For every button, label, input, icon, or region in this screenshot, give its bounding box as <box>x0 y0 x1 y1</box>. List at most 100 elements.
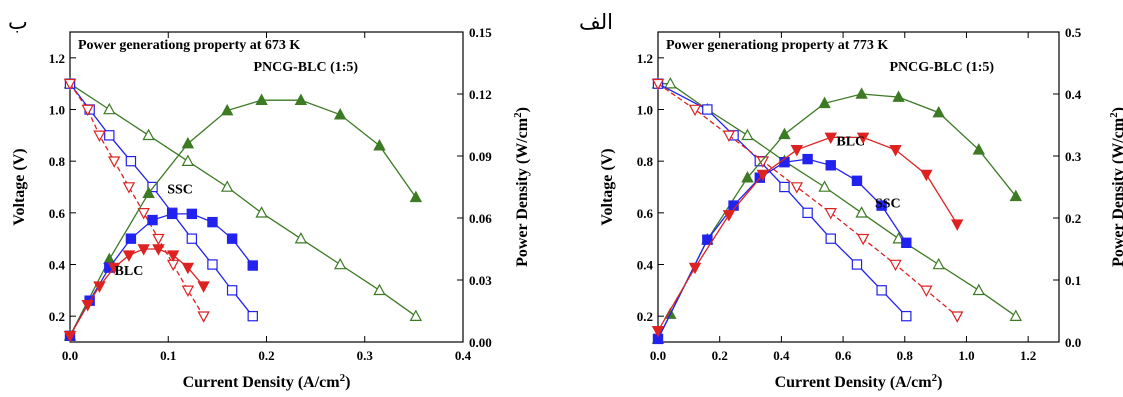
series-line <box>69 83 254 317</box>
y-right-axis-label: Power Density (W/cm2) <box>512 107 531 267</box>
series-line <box>657 83 907 317</box>
data-point <box>137 208 150 220</box>
data-point <box>651 78 665 91</box>
x-axis-label: Current Density (A/cm2) <box>775 372 943 391</box>
data-point <box>876 285 887 296</box>
data-point <box>790 145 804 157</box>
data-point <box>741 171 754 183</box>
data-point <box>255 93 268 106</box>
data-point <box>226 285 238 296</box>
data-point <box>137 244 150 256</box>
x-tick-label: 0.6 <box>835 348 852 363</box>
series-line <box>657 158 907 340</box>
data-point <box>125 233 137 244</box>
data-point <box>81 300 94 312</box>
series-annotation: PNCG-BLC (1:5) <box>253 60 358 75</box>
x-tick-label: 0.2 <box>712 348 728 363</box>
y-right-tick-label: 0.1 <box>1065 273 1081 288</box>
data-point <box>779 181 790 193</box>
x-tick-label: 0.0 <box>650 348 666 363</box>
data-point <box>664 77 677 89</box>
data-point <box>876 200 887 211</box>
data-point <box>778 127 791 140</box>
y-right-tick-label: 0.09 <box>469 149 492 164</box>
data-point <box>702 234 713 245</box>
data-point <box>824 132 837 145</box>
data-point <box>186 208 198 220</box>
data-point <box>333 108 347 120</box>
data-point <box>951 311 964 323</box>
y-tick-label: 1.2 <box>49 51 65 66</box>
data-point <box>722 130 736 142</box>
data-point <box>108 262 121 275</box>
data-point <box>122 182 136 194</box>
data-point <box>181 136 195 149</box>
data-point <box>818 96 831 109</box>
data-point <box>255 206 268 218</box>
series-right-ssc <box>64 208 258 342</box>
data-point <box>294 93 308 106</box>
series-right-ssc <box>652 153 912 345</box>
data-point <box>651 326 665 338</box>
y-right-axis-label: Power Density (W/cm2) <box>1108 107 1123 267</box>
x-tick-label: 0.1 <box>160 348 176 363</box>
chart-panel-773k: الف 0.0 0.2 0.4 0.6 0.8 1.0 1.2 0.2 0.4 0.6 0.8 1.0… <box>563 0 1123 397</box>
data-point <box>802 207 813 219</box>
series-line <box>657 136 958 332</box>
data-point <box>103 102 116 115</box>
series-line <box>69 83 417 317</box>
x-tick-label: 0.8 <box>897 348 914 363</box>
data-point <box>824 208 837 220</box>
data-point <box>181 262 195 275</box>
data-point <box>220 103 234 116</box>
series-annotation: SSC <box>875 197 901 212</box>
data-point <box>972 143 986 155</box>
chart-673k: 0.0 0.1 0.2 0.3 0.4 0.2 0.4 0.6 0.8 1.0 1.2 0.00 0.0… <box>11 25 531 391</box>
data-point <box>181 285 195 297</box>
data-point <box>220 180 234 192</box>
panel-label: ب <box>8 10 28 34</box>
series-left-blc <box>63 78 210 323</box>
x-tick-label: 1.2 <box>1020 348 1036 363</box>
x-tick-label: 0.3 <box>357 348 374 363</box>
data-point <box>972 283 986 296</box>
y-right-tick-label: 0.12 <box>469 87 492 102</box>
y-tick-label: 0.2 <box>637 309 653 324</box>
series-left-pncg-blc-1-5- <box>63 77 423 321</box>
series-left-blc <box>651 78 964 323</box>
y-right-tick-label: 0.3 <box>1065 149 1082 164</box>
data-point <box>122 250 136 262</box>
data-point <box>932 257 945 270</box>
data-point <box>333 257 347 270</box>
data-point <box>409 309 423 321</box>
data-point <box>901 310 912 322</box>
data-point <box>688 262 702 275</box>
y-tick-label: 0.8 <box>49 154 66 169</box>
series-line <box>657 93 1017 340</box>
data-point <box>207 216 218 228</box>
data-point <box>373 139 386 151</box>
data-point <box>186 233 198 244</box>
y-right-tick-label: 0.06 <box>469 211 492 226</box>
data-point <box>920 169 933 182</box>
data-point <box>197 311 210 323</box>
y-tick-label: 0.6 <box>637 206 654 221</box>
x-tick-label: 0.2 <box>258 348 274 363</box>
data-point <box>63 78 77 91</box>
data-point <box>147 214 158 226</box>
data-point <box>147 181 158 193</box>
data-point <box>892 90 905 102</box>
series-right-pncg-blc-1-5- <box>651 87 1023 344</box>
series-annotation: SSC <box>167 182 193 197</box>
data-point <box>125 155 137 167</box>
data-point <box>951 219 964 231</box>
data-point <box>856 233 870 246</box>
series-right-blc <box>63 244 210 343</box>
data-point <box>247 260 258 271</box>
data-point <box>294 232 308 244</box>
data-point <box>901 237 912 248</box>
y-axis-label: Voltage (V) <box>599 148 616 225</box>
data-point <box>851 259 863 270</box>
data-point <box>1009 309 1023 321</box>
y-axis-label: Voltage (V) <box>11 148 28 225</box>
